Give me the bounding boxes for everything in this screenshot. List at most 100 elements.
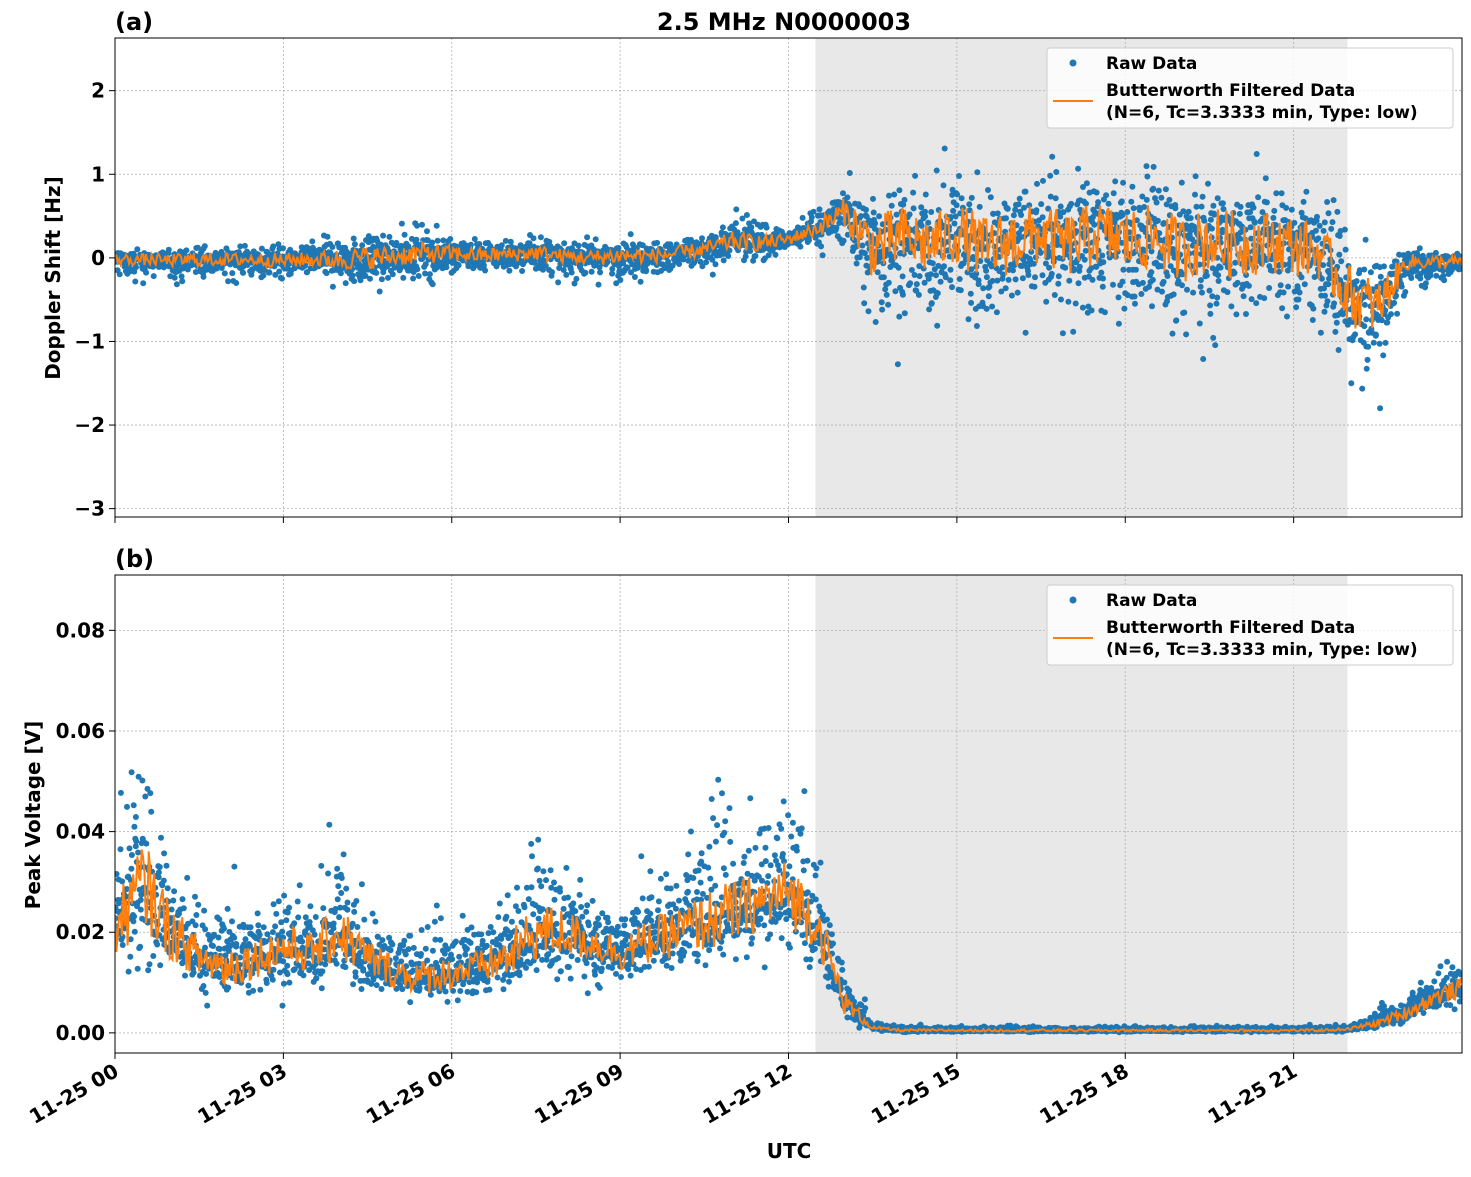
- raw-data-point: [166, 247, 172, 253]
- raw-data-point: [872, 220, 878, 226]
- raw-data-point: [195, 902, 201, 908]
- raw-data-point: [180, 896, 186, 902]
- raw-data-point: [334, 961, 340, 967]
- raw-data-point: [1408, 275, 1414, 281]
- raw-data-point: [373, 270, 379, 276]
- raw-data-point: [272, 923, 278, 929]
- raw-data-point: [460, 913, 466, 919]
- raw-data-point: [309, 238, 315, 244]
- raw-data-point: [649, 894, 655, 900]
- raw-data-point: [773, 252, 779, 258]
- raw-data-point: [578, 904, 584, 910]
- raw-data-point: [250, 988, 256, 994]
- raw-data-point: [720, 224, 726, 230]
- raw-data-point: [1058, 297, 1064, 303]
- raw-data-point: [398, 959, 404, 965]
- raw-data-point: [569, 953, 575, 959]
- raw-data-point: [481, 262, 487, 268]
- raw-data-point: [656, 898, 662, 904]
- raw-data-point: [638, 853, 644, 859]
- raw-data-point: [240, 270, 246, 276]
- raw-data-point: [1261, 295, 1267, 301]
- raw-data-point: [873, 319, 879, 325]
- raw-data-point: [1148, 269, 1154, 275]
- raw-data-point: [1149, 303, 1155, 309]
- raw-data-point: [1151, 164, 1157, 170]
- raw-data-point: [184, 875, 190, 881]
- raw-data-point: [577, 877, 583, 883]
- raw-data-point: [135, 850, 141, 856]
- raw-data-point: [1252, 220, 1258, 226]
- raw-data-point: [336, 914, 342, 920]
- raw-data-point: [1214, 301, 1220, 307]
- raw-data-point: [1100, 259, 1106, 265]
- raw-data-point: [318, 863, 324, 869]
- raw-data-point: [576, 243, 582, 249]
- raw-data-point: [949, 284, 955, 290]
- raw-data-point: [1322, 309, 1328, 315]
- raw-data-point: [1070, 329, 1076, 335]
- raw-data-point: [891, 192, 897, 198]
- raw-data-point: [942, 146, 948, 152]
- raw-data-point: [1232, 270, 1238, 276]
- raw-data-point: [1023, 330, 1029, 336]
- raw-data-point: [597, 985, 603, 991]
- raw-data-point: [1331, 300, 1337, 306]
- raw-data-point: [482, 268, 488, 274]
- raw-data-point: [914, 281, 920, 287]
- raw-data-point: [988, 194, 994, 200]
- raw-data-point: [977, 204, 983, 210]
- raw-data-point: [280, 245, 286, 251]
- raw-data-point: [1248, 224, 1254, 230]
- raw-data-point: [469, 924, 475, 930]
- raw-data-point: [753, 253, 759, 259]
- raw-data-point: [1099, 253, 1105, 259]
- raw-data-point: [374, 982, 380, 988]
- raw-data-point: [351, 278, 357, 284]
- raw-data-point: [264, 931, 270, 937]
- raw-data-point: [555, 955, 561, 961]
- raw-data-point: [1047, 173, 1053, 179]
- raw-data-point: [437, 937, 443, 943]
- raw-data-point: [1317, 223, 1323, 229]
- raw-data-point: [150, 953, 156, 959]
- raw-data-point: [985, 187, 991, 193]
- raw-data-point: [248, 924, 254, 930]
- raw-data-point: [1279, 190, 1285, 196]
- raw-data-point: [575, 957, 581, 963]
- y-tick-label: 2: [91, 79, 105, 103]
- raw-data-point: [1083, 248, 1089, 254]
- raw-data-point: [137, 944, 143, 950]
- raw-data-point: [379, 937, 385, 943]
- raw-data-point: [1188, 215, 1194, 221]
- raw-data-point: [1156, 188, 1162, 194]
- raw-data-point: [279, 276, 285, 282]
- raw-data-point: [1208, 217, 1214, 223]
- raw-data-point: [586, 922, 592, 928]
- raw-data-point: [203, 971, 209, 977]
- raw-data-point: [879, 299, 885, 305]
- y-tick-label: −2: [74, 413, 105, 437]
- raw-data-point: [1170, 331, 1176, 337]
- raw-data-point: [984, 274, 990, 280]
- y-axis-label-b: Peak Voltage [V]: [21, 721, 45, 910]
- raw-data-point: [1025, 272, 1031, 278]
- raw-data-point: [536, 916, 542, 922]
- raw-data-point: [216, 935, 222, 941]
- raw-data-point: [1331, 197, 1337, 203]
- raw-data-point: [424, 228, 430, 234]
- y-tick-label: −3: [74, 497, 105, 521]
- raw-data-point: [192, 894, 198, 900]
- raw-data-point: [506, 979, 512, 985]
- raw-data-point: [1116, 294, 1122, 300]
- raw-data-point: [1094, 190, 1100, 196]
- raw-data-point: [1102, 309, 1108, 315]
- raw-data-point: [430, 948, 436, 954]
- raw-data-point: [1210, 203, 1216, 209]
- raw-data-point: [875, 269, 881, 275]
- raw-data-point: [1046, 265, 1052, 271]
- raw-data-point: [222, 270, 228, 276]
- raw-data-point: [557, 889, 563, 895]
- raw-data-point: [983, 268, 989, 274]
